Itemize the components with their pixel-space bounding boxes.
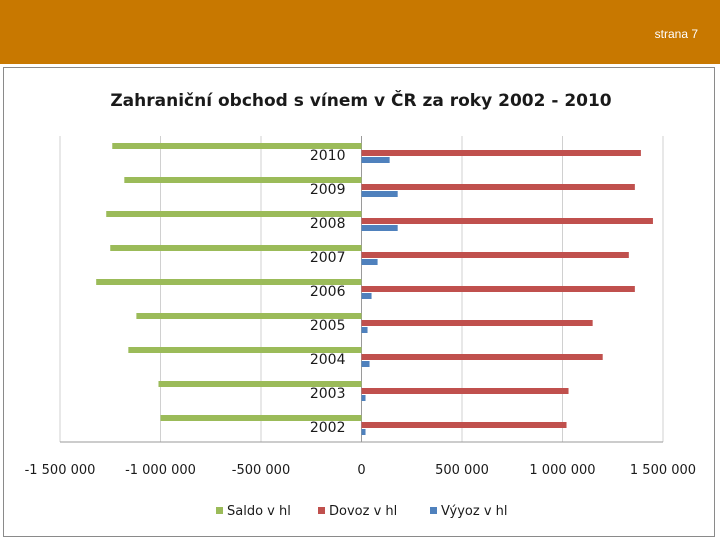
legend-label-2: Výyoz v hl (441, 504, 508, 519)
chart-title: Zahraniční obchod s vínem v ČR za roky 2… (110, 89, 611, 111)
x-tick-label: 1 500 000 (630, 463, 696, 478)
x-tick-label: 0 (357, 463, 365, 478)
page-number: strana 7 (654, 27, 698, 41)
x-tick-label: -1 000 000 (125, 463, 196, 478)
year-labels: 2002 2003 2004 2005 2006 2007 2008 2009 2010 (310, 148, 346, 436)
bar-saldo-v-hl-2005 (136, 313, 362, 319)
year-label-2005: 2005 (310, 318, 346, 334)
year-label-2009: 2009 (310, 182, 346, 198)
bar-v-yoz-v-hl-2003 (361, 395, 366, 401)
bar-saldo-v-hl-2009 (124, 177, 362, 183)
bar-v-yoz-v-hl-2007 (361, 259, 378, 265)
bar-v-yoz-v-hl-2006 (361, 293, 372, 299)
bar-saldo-v-hl-2004 (128, 347, 362, 353)
bar-v-yoz-v-hl-2004 (361, 361, 370, 367)
x-tick-label: 1 000 000 (529, 463, 595, 478)
bar-dovoz-v-hl-2003 (361, 388, 569, 394)
bar-dovoz-v-hl-2006 (361, 286, 635, 292)
bars (96, 143, 653, 435)
bar-saldo-v-hl-2007 (110, 245, 362, 251)
bar-saldo-v-hl-2002 (160, 415, 362, 421)
bar-saldo-v-hl-2006 (96, 279, 362, 285)
year-label-2003: 2003 (310, 386, 346, 402)
bar-dovoz-v-hl-2002 (361, 422, 567, 428)
bar-v-yoz-v-hl-2005 (361, 327, 368, 333)
year-label-2002: 2002 (310, 420, 346, 436)
legend: Saldo v hl Dovoz v hl Výyoz v hl (216, 504, 508, 519)
bar-dovoz-v-hl-2007 (361, 252, 629, 258)
bar-dovoz-v-hl-2004 (361, 354, 603, 360)
x-tick-label: -500 000 (232, 463, 290, 478)
chart-frame (3, 67, 715, 537)
bar-dovoz-v-hl-2009 (361, 184, 635, 190)
header-bar: strana 7 (0, 0, 720, 64)
bar-saldo-v-hl-2010 (112, 143, 362, 149)
legend-swatch-2 (430, 507, 437, 514)
year-label-2008: 2008 (310, 216, 346, 232)
bar-saldo-v-hl-2003 (158, 381, 362, 387)
bar-dovoz-v-hl-2010 (361, 150, 641, 156)
x-tick-label: -1 500 000 (25, 463, 96, 478)
legend-swatch-1 (318, 507, 325, 514)
x-tick-label: 500 000 (435, 463, 489, 478)
year-label-2007: 2007 (310, 250, 346, 266)
bar-v-yoz-v-hl-2008 (361, 225, 398, 231)
bar-v-yoz-v-hl-2010 (361, 157, 390, 163)
bar-saldo-v-hl-2008 (106, 211, 362, 217)
legend-label-1: Dovoz v hl (329, 504, 397, 519)
year-label-2010: 2010 (310, 148, 346, 164)
year-label-2004: 2004 (310, 352, 346, 368)
bar-v-yoz-v-hl-2002 (361, 429, 366, 435)
legend-swatch-0 (216, 507, 223, 514)
bar-dovoz-v-hl-2008 (361, 218, 653, 224)
x-tick-labels: -1 500 000 -1 000 000 -500 000 0 500 000 1 00… (25, 463, 697, 478)
bar-dovoz-v-hl-2005 (361, 320, 593, 326)
legend-label-0: Saldo v hl (227, 504, 291, 519)
year-label-2006: 2006 (310, 284, 346, 300)
bar-v-yoz-v-hl-2009 (361, 191, 398, 197)
